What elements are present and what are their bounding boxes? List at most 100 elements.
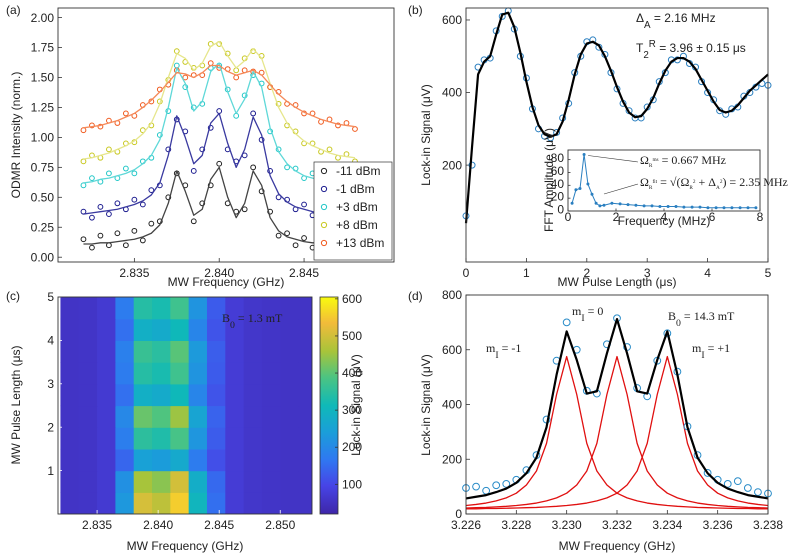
heatmap-cell [97,297,116,320]
heatmap-cell [298,383,312,407]
heatmap-cell [261,405,281,428]
heatmap-cell [78,492,98,514]
annotation-part: R [649,163,653,169]
x-tick-label: 2.835 [119,266,149,280]
colorbar-tick-label: 600 [342,292,362,306]
fft-point [698,205,702,209]
fit-line [83,112,355,216]
fft-point [574,188,578,192]
annotation-part: T [636,41,644,55]
heatmap-cell [243,448,263,472]
heatmap-cell [225,362,245,385]
fft-point [658,205,662,209]
y-tick-label: 2.00 [31,11,55,25]
legend-label: +8 dBm [336,218,378,232]
heatmap-cell [170,383,190,407]
annotation-part: 2 [693,179,696,185]
fft-point [594,201,598,205]
annotation-part: A [644,20,651,31]
x-tick-label: 3.230 [552,518,582,532]
data-point [492,481,501,490]
data-point [216,160,223,167]
heatmap-cell [78,470,98,493]
y-tick-label: 3 [47,377,54,391]
heatmap-cell [243,318,263,341]
annotation: ΩRms = 0.667 MHz [640,153,726,169]
heatmap-cell [170,427,190,450]
data-point [199,146,206,153]
y-tick-label: 0 [455,507,462,521]
y-axis-label: FFT Amplitude (μV) [542,128,556,232]
y-tick-label: 2 [47,420,54,434]
heatmap-cell [97,405,116,428]
data-point [80,236,87,243]
fft-point [570,201,574,205]
fft-point [642,204,646,208]
heatmap-cell [298,405,312,428]
data-point [122,110,129,117]
y-tick-label: 600 [442,343,462,357]
annotation-part: I [701,350,704,361]
heatmap-cell [298,492,312,514]
y-tick-label: 4 [47,334,54,348]
y-axis-label: ODMR Intensity (norm.) [9,72,23,199]
heatmap-cell [206,405,226,428]
annotation-part: = √(Ω [657,175,689,189]
heatmap-cell [280,405,300,428]
annotation-part: I [581,313,584,324]
heatmap-cell [115,318,135,341]
fit-line [464,11,769,224]
heatmap-cell [188,362,208,385]
x-tick-label: 2.845 [204,518,234,532]
heatmap-cell [152,427,171,450]
x-tick-label: 8 [757,210,764,224]
heatmap-cell [170,470,190,493]
x-axis-label: MW Frequency (GHz) [168,275,285,289]
data-point [165,146,172,153]
heatmap-cell [115,362,135,385]
heatmap-cell [206,318,226,341]
data-point [173,62,180,69]
fft-point [674,205,678,209]
data-point [547,134,555,142]
heatmap-cell [60,427,80,450]
data-point [106,170,112,177]
legend-marker [320,167,328,175]
heatmap-cell [152,318,171,341]
heatmap-cell [206,362,226,385]
heatmap-cell [280,427,300,450]
x-tick-label: 3.236 [703,518,733,532]
annotation: mI = +1 [692,341,730,361]
heatmap-cell [60,492,80,514]
heatmap-cell [206,448,226,472]
fft-point [650,204,654,208]
heatmap-cell [225,492,245,514]
heatmap-cell [78,362,98,385]
x-tick-label: 3 [644,266,651,280]
plot-frame [57,7,395,263]
heatmap-cell [261,448,281,472]
heatmap-cell [60,383,80,407]
heatmap-cell [188,427,208,450]
fft-point [598,204,602,208]
x-tick-label: 2.840 [143,518,173,532]
y-tick-label: 0.75 [31,161,55,175]
heatmap-cell [152,405,171,428]
heatmap-cell [60,448,80,472]
y-axis-label: MW Pulse Length (μs) [9,346,23,465]
x-tick-label: 2.845 [289,266,319,280]
heatmap-cell [243,297,263,320]
heatmap-cell [225,470,245,493]
heatmap-cell [188,340,208,363]
heatmap-cell [78,448,98,472]
heatmap-cell [152,492,171,514]
heatmap-cell [188,318,208,341]
heatmap-cell [206,427,226,450]
heatmap-cell [152,470,171,493]
y-tick-label: 400 [442,398,462,412]
heatmap-cell [115,340,135,363]
heatmap-cell [97,383,116,407]
data-point [472,482,480,491]
x-tick-label: 5 [765,266,772,280]
heatmap-cell [133,427,153,450]
